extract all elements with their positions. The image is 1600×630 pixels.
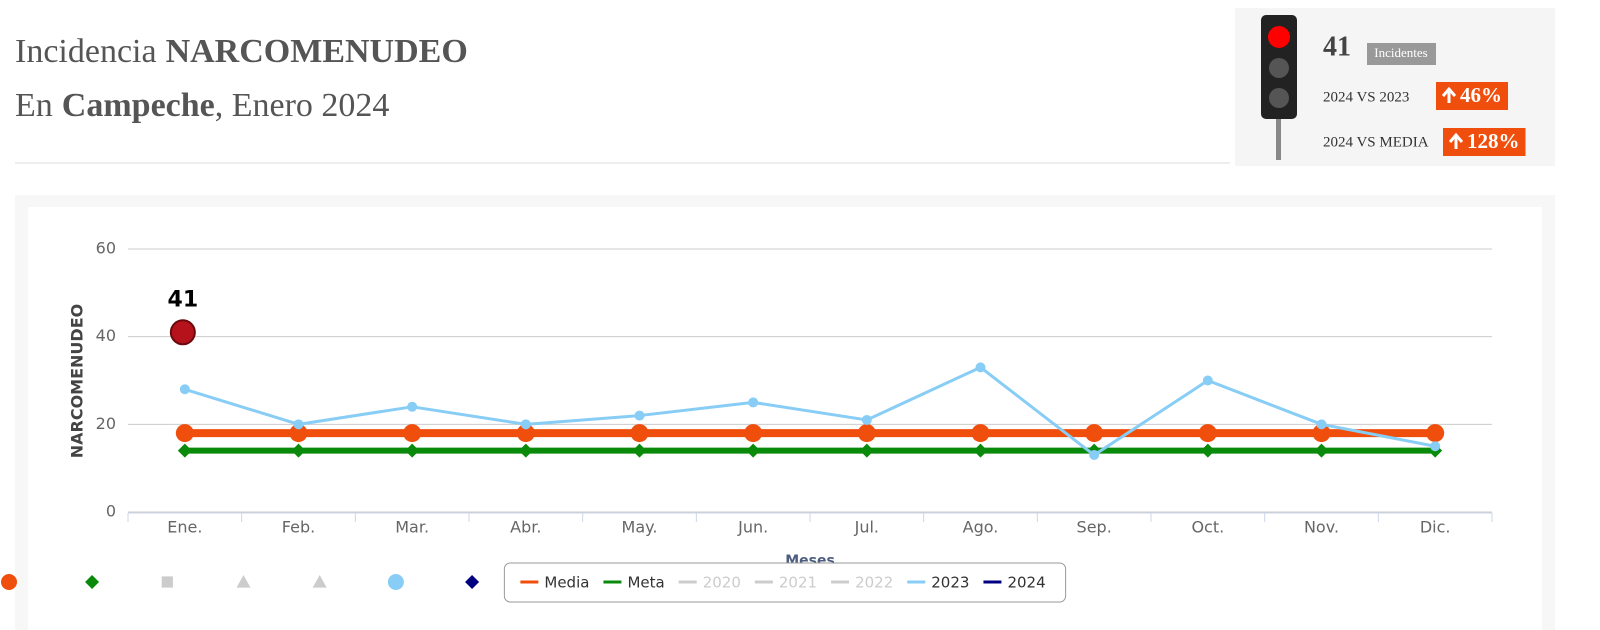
point [289, 424, 308, 443]
legend-symbol [465, 575, 480, 589]
kpi-count: 41 [1323, 31, 1351, 62]
legend-label: 2021 [779, 574, 817, 592]
point [520, 419, 531, 430]
point [169, 319, 196, 346]
point [748, 397, 759, 408]
x-tick-label: Mar. [395, 518, 429, 537]
point [405, 443, 420, 458]
comparison-value: 46% [1460, 83, 1502, 107]
x-tick-label: Feb. [282, 518, 315, 537]
legend-label: 2020 [703, 574, 741, 592]
point [1430, 441, 1441, 452]
subtitle-bold: Campeche [62, 87, 215, 124]
legend-label: Meta [627, 574, 664, 592]
x-tick-label: Nov. [1304, 518, 1339, 537]
legend-symbol [161, 576, 173, 588]
point [973, 443, 988, 458]
point [630, 424, 649, 443]
point [1426, 424, 1445, 443]
point [1200, 443, 1215, 458]
legend-symbol [236, 575, 251, 588]
legend [503, 562, 1067, 603]
point [1198, 424, 1217, 443]
point [861, 414, 872, 425]
legend-label: Media [544, 574, 589, 592]
x-tick-label: Abr. [510, 518, 541, 537]
point [403, 424, 422, 443]
comparison-label: 2024 VS MEDIA [1323, 134, 1429, 150]
legend-item: 2024 [983, 574, 1046, 592]
point [857, 424, 876, 443]
legend-symbol [387, 574, 404, 590]
point [179, 384, 190, 395]
point [175, 424, 194, 443]
series-line [184, 365, 1436, 457]
legend-item: 2022 [831, 574, 893, 592]
data-label: 41 [168, 287, 199, 312]
point [177, 443, 192, 458]
legend-label: 2023 [931, 574, 969, 592]
legend-item: 2023 [907, 574, 969, 592]
arrow-up [1448, 132, 1464, 149]
legend-item: 2020 [678, 574, 741, 592]
x-tick-label: Dic. [1420, 518, 1451, 537]
point [518, 443, 533, 458]
x-tick-label: Ene. [167, 518, 202, 537]
kpi-count-badge [1367, 43, 1436, 65]
x-tick-label: Sep. [1077, 518, 1112, 537]
x-tick-label: Jul. [854, 518, 879, 537]
point [632, 443, 647, 458]
legend-symbol [312, 575, 327, 588]
legend-item: 2021 [754, 574, 817, 592]
light-off [1269, 58, 1289, 78]
y-tick-label: 0 [106, 502, 116, 521]
point [746, 443, 761, 458]
y-tick-label: 20 [96, 414, 116, 433]
x-tick-label: Ago. [963, 518, 999, 537]
kpi-count-label: Incidentes [1374, 45, 1427, 60]
y-tick-label: 60 [96, 239, 116, 258]
point [516, 424, 535, 443]
point [744, 424, 763, 443]
x-tick-label: Jun. [737, 518, 768, 537]
title-bold: NARCOMENUDEO [166, 33, 468, 70]
point [859, 443, 874, 458]
point [1202, 375, 1213, 386]
subtitle-suffix: , Enero 2024 [215, 87, 390, 124]
legend-label: 2024 [1007, 574, 1045, 592]
point [1316, 419, 1327, 430]
point [291, 443, 306, 458]
legend-item: Meta [603, 574, 665, 592]
point [1089, 450, 1100, 461]
legend-symbol [85, 575, 100, 589]
x-tick-label: May. [622, 518, 658, 537]
light-off [1269, 88, 1289, 108]
point [407, 401, 418, 412]
point [971, 424, 990, 443]
legend-symbol [1, 574, 17, 590]
title-prefix: Incidencia [15, 33, 157, 70]
pole [1276, 110, 1281, 160]
arrow-up [1441, 86, 1457, 103]
subtitle-prefix: En [15, 87, 53, 124]
light-red [1268, 26, 1290, 48]
y-axis-label: NARCOMENUDEO [68, 304, 87, 458]
point [975, 362, 986, 373]
point [1312, 424, 1331, 443]
legend-label: 2022 [855, 574, 893, 592]
point [293, 419, 304, 430]
x-tick-label: Oct. [1191, 518, 1224, 537]
comparison-value: 128% [1467, 129, 1520, 153]
subtitle: En Campeche, Enero 2024 [15, 87, 389, 124]
comparison-label: 2024 VS 2023 [1323, 89, 1409, 105]
point [634, 410, 645, 421]
legend-item: Media [520, 574, 589, 592]
point [1085, 424, 1104, 443]
point [1314, 443, 1329, 458]
title: Incidencia NARCOMENUDEO [15, 33, 468, 70]
y-tick-label: 40 [96, 326, 116, 345]
